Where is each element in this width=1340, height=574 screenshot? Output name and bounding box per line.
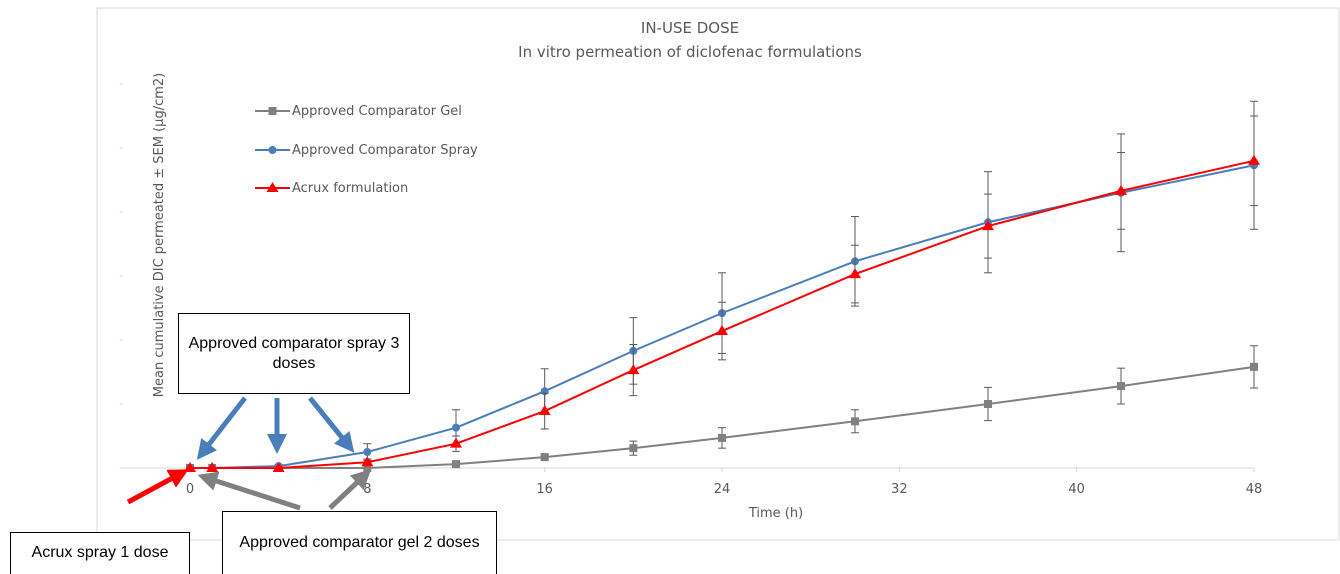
x-tick-label: 0 bbox=[186, 482, 194, 497]
marker bbox=[1115, 184, 1127, 195]
marker bbox=[1117, 382, 1125, 391]
marker bbox=[1250, 362, 1258, 371]
legend-label: Acrux formulation bbox=[292, 181, 409, 196]
chart-subtitle: In vitro permeation of diclofenac formul… bbox=[518, 43, 862, 61]
series-line bbox=[190, 164, 1255, 469]
marker bbox=[452, 423, 460, 432]
legend-marker bbox=[266, 182, 279, 192]
chart-frame bbox=[96, 7, 1340, 541]
annotation-box: Approved comparator gel 2 doses bbox=[222, 511, 497, 574]
marker bbox=[450, 437, 462, 448]
marker bbox=[851, 417, 859, 426]
marker bbox=[849, 268, 861, 279]
legend-marker bbox=[268, 146, 277, 154]
legend-label: Approved Comparator Spray bbox=[292, 143, 478, 158]
marker bbox=[272, 462, 285, 472]
marker bbox=[363, 448, 372, 456]
annotation-box: Acrux spray 1 dose bbox=[10, 532, 190, 574]
y-axis-label: Mean cumulative DIC permeated ± SEM (µg/… bbox=[152, 73, 167, 397]
marker bbox=[361, 456, 374, 467]
marker bbox=[206, 462, 219, 472]
marker bbox=[363, 464, 372, 472]
legend-label: Approved Comparator Gel bbox=[292, 104, 462, 119]
marker bbox=[627, 364, 640, 375]
marker bbox=[452, 460, 460, 469]
marker bbox=[984, 400, 992, 408]
x-tick-label: 32 bbox=[891, 482, 908, 497]
arrow bbox=[328, 469, 372, 510]
x-axis-label: Time (h) bbox=[748, 506, 803, 521]
marker bbox=[716, 325, 728, 336]
x-tick-label: 16 bbox=[536, 482, 553, 497]
arrow bbox=[126, 469, 189, 505]
x-tick-label: 24 bbox=[714, 482, 731, 497]
legend-marker bbox=[268, 107, 277, 115]
marker bbox=[718, 433, 726, 442]
arrow bbox=[308, 396, 355, 453]
x-tick-label: 40 bbox=[1068, 482, 1085, 497]
annotation-box: Approved comparator spray 3 doses bbox=[178, 313, 410, 394]
chart-title: IN-USE DOSE bbox=[641, 19, 739, 37]
marker bbox=[540, 453, 549, 462]
marker bbox=[538, 405, 551, 416]
marker bbox=[982, 220, 994, 231]
marker bbox=[629, 444, 638, 453]
x-tick-label: 8 bbox=[363, 482, 371, 497]
arrow bbox=[196, 396, 247, 460]
series-line bbox=[190, 159, 1255, 469]
marker bbox=[1248, 154, 1260, 165]
arrow bbox=[197, 471, 301, 511]
x-tick-label: 48 bbox=[1246, 482, 1263, 497]
